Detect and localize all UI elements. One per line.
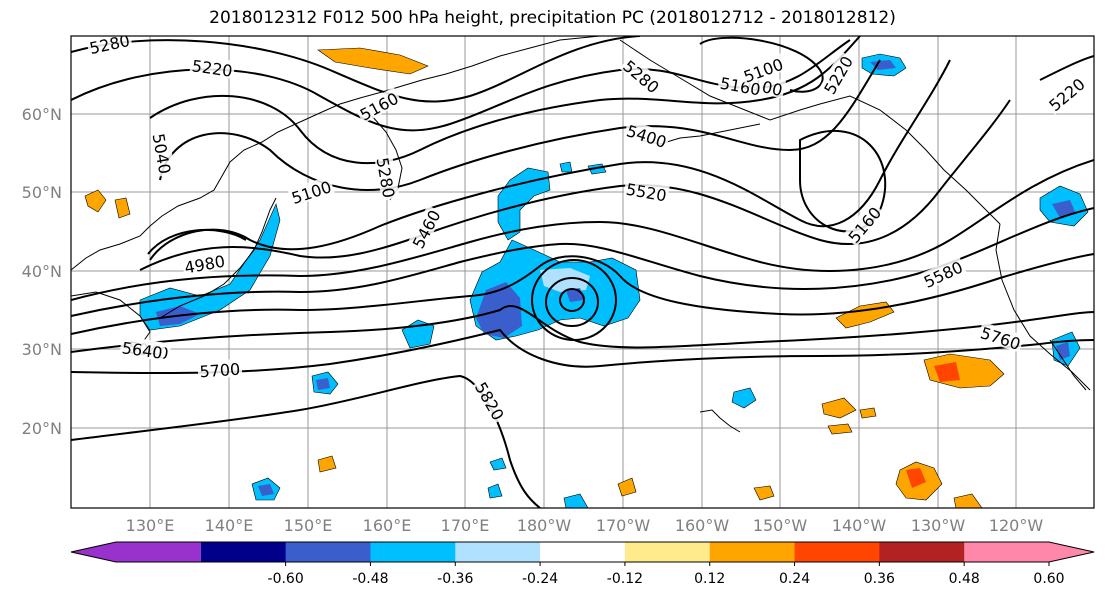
colorbar-segment <box>879 542 965 562</box>
map-title: 2018012312 F012 500 hPa height, precipit… <box>209 8 896 28</box>
latitude-label: 40°N <box>22 262 62 281</box>
coastline-korea-china <box>71 291 151 347</box>
coastline-alaska <box>619 39 1001 225</box>
contour-line <box>159 59 881 191</box>
svg-text:5700: 5700 <box>199 360 241 382</box>
longitude-label: 160°W <box>675 516 730 535</box>
contour-low-ring <box>545 277 599 327</box>
precip-positive-core <box>934 362 960 382</box>
precip-positive-blob <box>859 407 877 419</box>
precip-negative-blob <box>559 161 573 173</box>
longitude-label: 170°E <box>441 516 490 535</box>
precip-negative-blob <box>563 493 589 508</box>
precip-positive-blob <box>84 189 107 213</box>
contour-line <box>699 36 824 93</box>
longitude-label: 150°W <box>753 516 808 535</box>
precip-positive-blob <box>827 423 853 435</box>
colorbar-segment <box>370 542 456 562</box>
precip-positive-blob <box>617 477 637 497</box>
coastline-hawaii <box>699 409 741 433</box>
precip-positive-blob <box>821 397 857 419</box>
colorbar-extend-max <box>964 542 1094 562</box>
contour-label: 4980 <box>181 250 228 277</box>
precip-positive-blob <box>114 197 131 219</box>
colorbar-tick-label: -0.12 <box>607 571 643 587</box>
precip-negative-blob <box>487 483 503 499</box>
colorbar-tick-label: 0.24 <box>779 571 810 587</box>
colorbar-tick-label: 0.48 <box>949 571 980 587</box>
latitude-label: 60°N <box>22 105 62 124</box>
colorbar-segment <box>285 542 371 562</box>
longitude-label: 140°E <box>205 516 254 535</box>
latitude-label: 30°N <box>22 340 62 359</box>
precip-positive-blob <box>317 47 429 75</box>
latitude-tick-labels: 60°N 50°N 40°N 30°N 20°N <box>22 105 62 438</box>
map-frame <box>70 35 1095 509</box>
precip-positive-blob <box>753 485 775 501</box>
precip-negative-core <box>316 378 330 390</box>
colorbar-segment <box>540 542 626 562</box>
colorbar: -0.60 -0.48 -0.36 -0.24 -0.12 0.12 0.24 0.36 0.4… <box>70 541 1095 587</box>
colorbar-outline <box>70 541 1095 563</box>
contour-line <box>1039 55 1094 81</box>
longitude-label: 170°W <box>596 516 651 535</box>
colorbar-segment <box>794 542 880 562</box>
latitude-label: 50°N <box>22 183 62 202</box>
longitude-label: 120°W <box>989 516 1044 535</box>
longitude-label: 130°E <box>126 516 175 535</box>
colorbar-segment <box>455 542 541 562</box>
precip-positive-blob <box>317 455 337 473</box>
colorbar-tick-label: -0.60 <box>268 571 304 587</box>
longitude-label: 130°W <box>911 516 966 535</box>
contour-low-ring <box>531 259 617 341</box>
coastline-japan <box>159 197 277 319</box>
colorbar-tick-label: -0.48 <box>352 571 388 587</box>
colorbar-tick-label: -0.24 <box>522 571 558 587</box>
colorbar-extend-min <box>71 542 201 562</box>
colorbar-segment <box>200 542 287 562</box>
latitude-label: 20°N <box>22 419 62 438</box>
contour-line <box>139 99 1011 271</box>
longitude-label: 150°E <box>284 516 333 535</box>
contour-line <box>149 59 951 261</box>
longitude-label: 140°W <box>832 516 887 535</box>
longitude-tick-labels: 130°E 140°E 150°E 160°E 170°E 180°W 170°W 160°W… <box>126 516 1044 535</box>
colorbar-segment <box>624 542 711 562</box>
longitude-label: 160°E <box>363 516 412 535</box>
contour-line <box>147 229 247 255</box>
height-contours <box>71 36 1094 508</box>
longitude-label: 180°W <box>517 516 572 535</box>
coastline-asia <box>71 36 601 271</box>
precip-positive-blob <box>953 493 983 508</box>
colorbar-tick-label: -0.36 <box>437 571 473 587</box>
contour-low-ring <box>559 288 585 312</box>
precip-negative-blob <box>489 457 507 471</box>
precip-negative-blob <box>731 387 757 409</box>
colorbar-tick-label: 0.60 <box>1033 571 1064 587</box>
coastline-north-america <box>995 223 1091 391</box>
contour-label: 5700 <box>197 358 243 382</box>
contour-line <box>71 159 1094 301</box>
contour-line <box>71 253 1094 335</box>
precip-negative-core <box>1056 342 1070 360</box>
contour-line <box>71 409 301 441</box>
contour-line <box>71 304 1094 353</box>
precip-positive-core <box>906 468 926 488</box>
colorbar-tick-label: 0.36 <box>864 571 895 587</box>
coastline-baja <box>1049 339 1087 391</box>
contour-line <box>71 328 1094 375</box>
precip-negative-core <box>258 484 274 496</box>
colorbar-segment <box>709 542 796 562</box>
contour-line <box>149 36 861 165</box>
colorbar-tick-label: 0.12 <box>694 571 725 587</box>
